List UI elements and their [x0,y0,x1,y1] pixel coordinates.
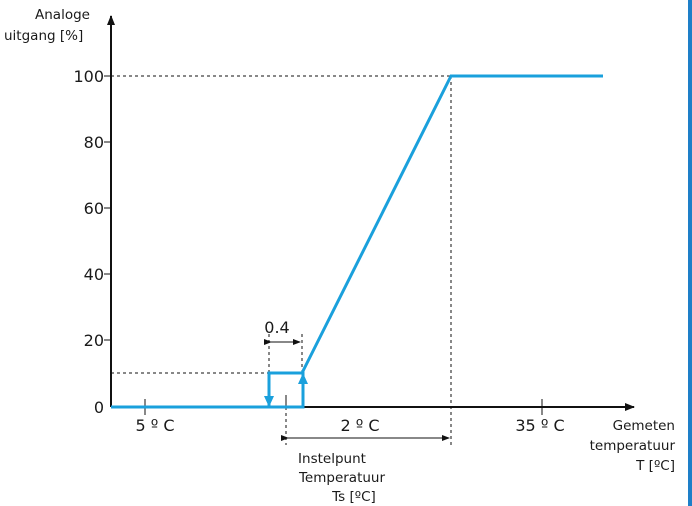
x-ticks [144,395,543,415]
y-axis-title-line2: uitgang [%] [4,28,83,44]
window-edge [688,0,692,506]
y-tick-40: 40 [84,265,104,284]
y-axis-title-line1: Analoge [35,7,90,23]
x-axis-title-line1: Gemeten [613,418,675,434]
y-ticks [104,75,111,341]
y-tick-100: 100 [73,67,104,86]
setpoint-line3: Ts [ºC] [331,489,376,505]
y-tick-60: 60 [84,199,104,218]
x-tick-2c: 2 º C [340,416,379,435]
x-tick-5c: 5 º C [135,416,174,435]
y-tick-20: 20 [84,331,104,350]
setpoint-line1: Instelpunt [298,451,366,467]
y-tick-labels: 100 80 60 40 20 0 [73,67,104,417]
y-tick-80: 80 [84,133,104,152]
hysteresis-label: 0.4 [264,318,289,337]
y-tick-0: 0 [94,398,104,417]
output-curve [111,74,603,409]
x-tick-35c: 35 º C [515,416,564,435]
setpoint-line2: Temperatuur [298,470,386,486]
x-axis-title-line3: T [ºC] [635,458,675,474]
x-axis-title-line2: temperatuur [590,438,676,454]
